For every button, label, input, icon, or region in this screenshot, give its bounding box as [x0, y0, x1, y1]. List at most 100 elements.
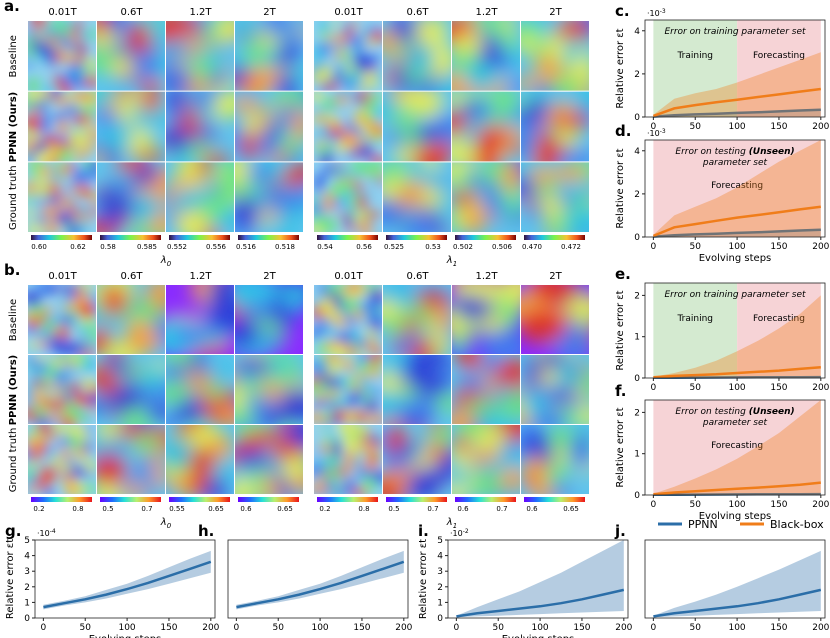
field-blob — [550, 75, 586, 91]
field-blob — [28, 406, 35, 419]
field-blob — [555, 360, 585, 389]
field-blob — [28, 305, 46, 317]
region-label: Forecasting — [711, 181, 763, 191]
field-blob — [350, 425, 362, 430]
field-blob — [64, 287, 77, 301]
field-blob — [568, 91, 589, 109]
field-blob — [28, 471, 34, 480]
x-tick-label: 150 — [160, 623, 177, 633]
field-blob — [82, 440, 95, 453]
field-blob — [52, 21, 67, 25]
x-tick-label: 200 — [812, 500, 829, 510]
field-blob — [322, 192, 333, 205]
line-ppnn — [456, 588, 625, 618]
field-blob — [328, 346, 343, 354]
field-blob — [508, 77, 520, 91]
field-tile — [235, 91, 303, 162]
field-blob — [62, 456, 77, 465]
field-blob — [36, 425, 50, 433]
x-tick-label: 50 — [80, 623, 92, 633]
field-blob — [127, 22, 151, 55]
panel-letter: g. — [5, 522, 21, 540]
field-blob — [314, 46, 322, 59]
field-blob — [28, 223, 43, 232]
field-blob — [319, 170, 330, 182]
field-blob — [175, 187, 211, 206]
field-tile — [166, 91, 234, 162]
field-blob — [501, 285, 520, 306]
field-blob — [235, 198, 260, 228]
band-black-box — [653, 400, 821, 495]
field-blob — [335, 76, 348, 87]
field-blob — [39, 120, 50, 135]
field-blob — [534, 53, 558, 76]
field-blob — [539, 355, 566, 370]
y-tick-label: 5 — [437, 536, 443, 546]
field-blob — [46, 34, 57, 42]
field-blob — [353, 412, 366, 422]
field-tile — [97, 425, 165, 494]
band-black-box — [653, 52, 821, 117]
y-tick-label: 0 — [634, 491, 640, 501]
colorbar-tick: 0.2 — [33, 505, 44, 513]
field-blob — [219, 162, 234, 179]
field-tile — [235, 355, 303, 424]
time-label: 2T — [263, 271, 276, 282]
field-blob — [341, 299, 359, 314]
field-blob — [56, 52, 71, 63]
field-blob — [327, 133, 344, 143]
field-blob — [314, 130, 326, 139]
field-blob — [166, 106, 188, 123]
axis-multiplier: ·10-4 — [37, 528, 56, 538]
field-blob — [344, 378, 358, 389]
time-label: 1.2T — [189, 7, 212, 18]
band-ppnn — [43, 550, 211, 610]
field-blob — [28, 82, 40, 91]
field-blob — [507, 47, 520, 67]
panel-letter: e. — [615, 265, 631, 283]
field-blob — [395, 108, 417, 131]
x-tick-label: 150 — [353, 623, 370, 633]
field-blob — [320, 29, 329, 40]
x-tick-label: 50 — [493, 623, 505, 633]
field-blob — [365, 443, 378, 456]
field-blob — [28, 292, 42, 306]
field-tile — [28, 425, 96, 494]
field-blob — [327, 127, 345, 137]
band-ppnn — [456, 540, 624, 618]
x-tick-label: 200 — [615, 623, 632, 633]
field-blob — [383, 388, 403, 421]
field-blob — [454, 296, 494, 321]
field-blob — [496, 425, 520, 441]
field-blob — [314, 328, 321, 340]
field-blob — [28, 59, 33, 70]
axes-frame — [644, 139, 826, 238]
field-blob — [53, 397, 66, 411]
region-label: Forecasting — [753, 51, 805, 61]
x-tick-label: 200 — [812, 383, 829, 393]
region-training — [653, 283, 738, 378]
field-blob — [28, 356, 38, 366]
field-tile — [166, 285, 234, 354]
field-blob — [521, 426, 537, 441]
field-blob — [334, 458, 346, 470]
region-label: Training — [676, 51, 713, 61]
field-blob — [322, 478, 335, 490]
y-tick-label: 4 — [634, 147, 640, 157]
field-blob — [329, 388, 339, 400]
field-blob — [97, 46, 116, 74]
field-blob — [499, 126, 520, 141]
field-blob — [357, 84, 367, 91]
x-tick-label: 0 — [651, 242, 657, 252]
field-blob — [97, 91, 115, 108]
field-blob — [42, 486, 54, 494]
field-blob — [421, 187, 444, 207]
field-blob — [58, 325, 70, 340]
field-blob — [125, 482, 147, 494]
x-tick-label: 100 — [728, 500, 745, 510]
field-blob — [463, 62, 500, 91]
field-blob — [82, 103, 95, 115]
x-tick-label: 0 — [234, 623, 240, 633]
x-tick-label: 100 — [118, 623, 135, 633]
field-blob — [173, 322, 210, 343]
